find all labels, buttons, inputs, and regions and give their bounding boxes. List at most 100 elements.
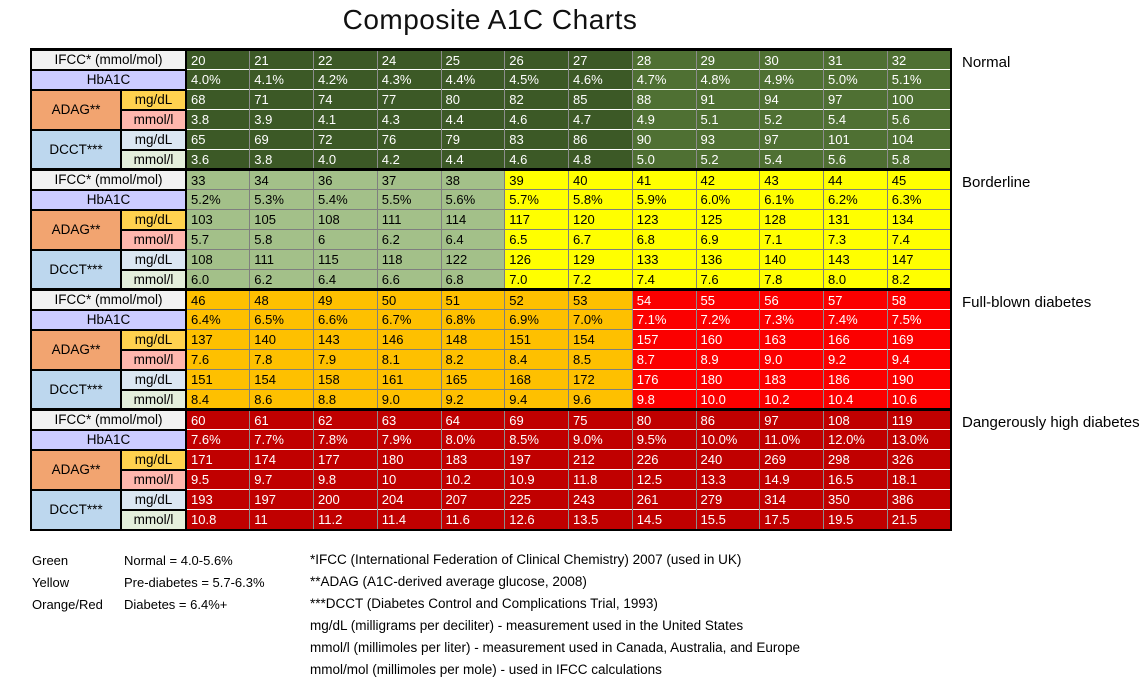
cell-adag_mgdl: 298 [823, 449, 888, 470]
cell-adag_mgdl: 180 [376, 449, 441, 470]
cell-hba1c: 6.7% [376, 309, 441, 330]
cell-adag_mmoll: 5.6 [886, 109, 951, 130]
cell-dcct_mgdl: 197 [249, 489, 314, 510]
cell-ifcc: 32 [886, 48, 951, 70]
cell-dcct_mgdl: 118 [376, 249, 441, 270]
cell-hba1c: 6.2% [823, 189, 888, 210]
cell-hba1c: 6.9% [504, 309, 569, 330]
cell-adag_mmoll: 9.2 [823, 349, 888, 370]
cell-adag_mmoll: 8.7 [631, 349, 696, 370]
cell-adag_mmoll: 7.3 [823, 229, 888, 250]
table-row: DCCT*** mg/dL 65 69 72 76 79 83 86 90 93 97 101 104 [30, 128, 951, 171]
cell-hba1c: 6.6% [313, 309, 378, 330]
cell-ifcc: 38 [440, 168, 505, 190]
cell-adag_mmoll: 8.5 [568, 349, 633, 370]
cell-adag_mmoll: 8.9 [695, 349, 760, 370]
table-row: mmol/l 10.8 11 11.2 11.4 11.6 12.6 13.5 14.5 15.5… [31, 508, 951, 531]
cell-adag_mgdl: 160 [695, 329, 760, 350]
cell-hba1c: 9.5% [631, 429, 696, 450]
cell-dcct_mmoll: 8.8 [313, 389, 378, 410]
cell-adag_mgdl: 117 [504, 209, 569, 230]
row-header-mgdl: mg/dL [120, 248, 187, 271]
cell-adag_mgdl: 174 [249, 449, 314, 470]
cell-adag_mgdl: 212 [568, 449, 633, 470]
cell-adag_mgdl: 169 [886, 329, 951, 350]
cell-adag_mgdl: 97 [823, 89, 888, 110]
cell-ifcc: 61 [249, 408, 314, 430]
cell-ifcc: 58 [886, 288, 951, 310]
cell-dcct_mmoll: 4.2 [376, 149, 441, 170]
cell-adag_mmoll: 5.4 [823, 109, 888, 130]
cell-hba1c: 5.0% [823, 69, 888, 90]
cell-adag_mmoll: 11.8 [568, 469, 633, 490]
cell-dcct_mgdl: 72 [313, 129, 378, 150]
cell-hba1c: 4.1% [249, 69, 314, 90]
cell-adag_mgdl: 226 [631, 449, 696, 470]
cell-adag_mgdl: 326 [886, 449, 951, 470]
a1c-table-body: IFCC* (mmol/mol) 20 21 22 24 25 26 27 28 29 30 31 32… [30, 48, 951, 531]
cell-adag_mmoll: 9.7 [249, 469, 314, 490]
cell-hba1c: 13.0% [886, 429, 951, 450]
cell-hba1c: 7.1% [631, 309, 696, 330]
cell-dcct_mmoll: 7.2 [568, 269, 633, 290]
table-row: DCCT*** mg/dL 108 111 115 118 122 126 129 133 136 1… [30, 248, 951, 291]
row-header-mgdl: mg/dL [120, 368, 187, 391]
cell-dcct_mgdl: 108 [185, 249, 250, 270]
cell-ifcc: 46 [185, 288, 250, 310]
cell-dcct_mmoll: 9.6 [568, 389, 633, 410]
cell-dcct_mgdl: 154 [249, 369, 314, 390]
cell-dcct_mmoll: 8.2 [886, 269, 951, 290]
cell-adag_mgdl: 68 [185, 89, 250, 110]
cell-adag_mgdl: 166 [823, 329, 888, 350]
cell-ifcc: 62 [313, 408, 378, 430]
cell-adag_mmoll: 4.4 [440, 109, 505, 130]
cell-dcct_mmoll: 21.5 [886, 509, 951, 530]
cell-dcct_mmoll: 6.8 [440, 269, 505, 290]
cell-hba1c: 12.0% [823, 429, 888, 450]
cell-dcct_mgdl: 147 [886, 249, 951, 270]
cell-dcct_mmoll: 9.2 [440, 389, 505, 410]
cell-adag_mmoll: 6.2 [376, 229, 441, 250]
cell-adag_mmoll: 5.7 [185, 229, 250, 250]
cell-dcct_mmoll: 7.4 [631, 269, 696, 290]
cell-adag_mmoll: 3.9 [249, 109, 314, 130]
row-header-hba1c: HbA1C [30, 68, 187, 91]
cell-ifcc: 60 [185, 408, 250, 430]
row-header-dcct: DCCT*** [30, 488, 122, 531]
cell-ifcc: 49 [313, 288, 378, 310]
cell-hba1c: 4.0% [185, 69, 250, 90]
legend-meaning: Normal = 4.0-5.6% [124, 553, 233, 568]
cell-dcct_mmoll: 4.0 [313, 149, 378, 170]
cell-hba1c: 10.0% [695, 429, 760, 450]
cell-hba1c: 7.4% [823, 309, 888, 330]
table-row: HbA1C 4.0% 4.1% 4.2% 4.3% 4.4% 4.5% 4.6% 4.7% 4.8… [30, 68, 951, 91]
legend-meaning: Diabetes = 6.4%+ [124, 597, 228, 612]
cell-ifcc: 41 [631, 168, 696, 190]
cell-dcct_mmoll: 9.0 [376, 389, 441, 410]
table-row: ADAG** mg/dL 103 105 108 111 114 117 120 123 125 12… [30, 208, 951, 251]
cell-ifcc: 55 [695, 288, 760, 310]
cell-adag_mgdl: 137 [185, 329, 250, 350]
cell-adag_mmoll: 9.4 [886, 349, 951, 370]
cell-hba1c: 7.0% [568, 309, 633, 330]
cell-hba1c: 7.7% [249, 429, 314, 450]
cell-adag_mmoll: 12.5 [631, 469, 696, 490]
table-row: DCCT*** mg/dL 151 154 158 161 165 168 172 176 180 1… [30, 368, 951, 411]
row-header-mgdl: mg/dL [120, 488, 187, 511]
cell-adag_mgdl: 163 [759, 329, 824, 350]
cell-ifcc: 25 [440, 48, 505, 70]
cell-ifcc: 43 [759, 168, 824, 190]
cell-dcct_mgdl: 122 [440, 249, 505, 270]
cell-dcct_mgdl: 180 [695, 369, 760, 390]
cell-adag_mgdl: 240 [695, 449, 760, 470]
cell-dcct_mgdl: 97 [759, 129, 824, 150]
row-header-mmoll: mmol/l [120, 468, 187, 491]
cell-dcct_mgdl: 129 [568, 249, 633, 270]
cell-dcct_mgdl: 183 [759, 369, 824, 390]
cell-hba1c: 8.5% [504, 429, 569, 450]
cell-hba1c: 4.9% [759, 69, 824, 90]
legend-row: Yellow Pre-diabetes = 5.7-6.3% [32, 572, 265, 594]
cell-dcct_mgdl: 165 [440, 369, 505, 390]
cell-dcct_mgdl: 386 [886, 489, 951, 510]
cell-hba1c: 11.0% [759, 429, 824, 450]
